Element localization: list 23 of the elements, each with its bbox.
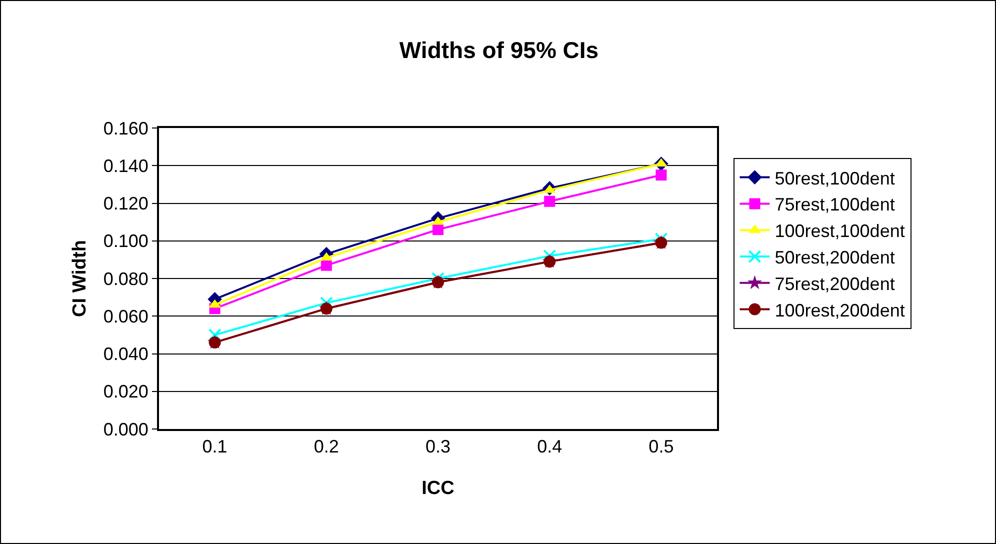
y-tick-label: 0.060: [103, 306, 148, 326]
y-tick-label: 0.080: [103, 268, 148, 289]
y-tick-label: 0.100: [103, 231, 148, 252]
y-axis-title: CI Width: [70, 240, 91, 317]
x-tick-label: 0.2: [314, 436, 339, 457]
y-tick-label: 0.140: [103, 156, 148, 176]
legend-label: 100rest,200dent: [774, 300, 905, 320]
y-tick-label: 0.120: [103, 194, 148, 214]
x-tick-label: 0.3: [425, 436, 451, 457]
chart-title: Widths of 95% CIs: [399, 37, 599, 64]
y-tick-label: 0.160: [103, 118, 148, 138]
x-tick-label: 0.1: [202, 436, 228, 457]
legend-label: 50rest,100dent: [774, 168, 895, 188]
x-tick-label: 0.4: [537, 436, 562, 457]
y-tick-label: 0.000: [103, 419, 148, 440]
y-tick-label: 0.040: [103, 344, 148, 364]
x-tick-label: 0.5: [648, 436, 674, 457]
legend-label: 75rest,100dent: [774, 194, 895, 215]
y-tick-label: 0.020: [103, 382, 148, 402]
legend-label: 100rest,100dent: [774, 221, 905, 242]
x-axis-title: ICC: [422, 478, 455, 499]
legend-label: 50rest,200dent: [774, 248, 895, 268]
legend-label: 75rest,200dent: [774, 274, 895, 294]
